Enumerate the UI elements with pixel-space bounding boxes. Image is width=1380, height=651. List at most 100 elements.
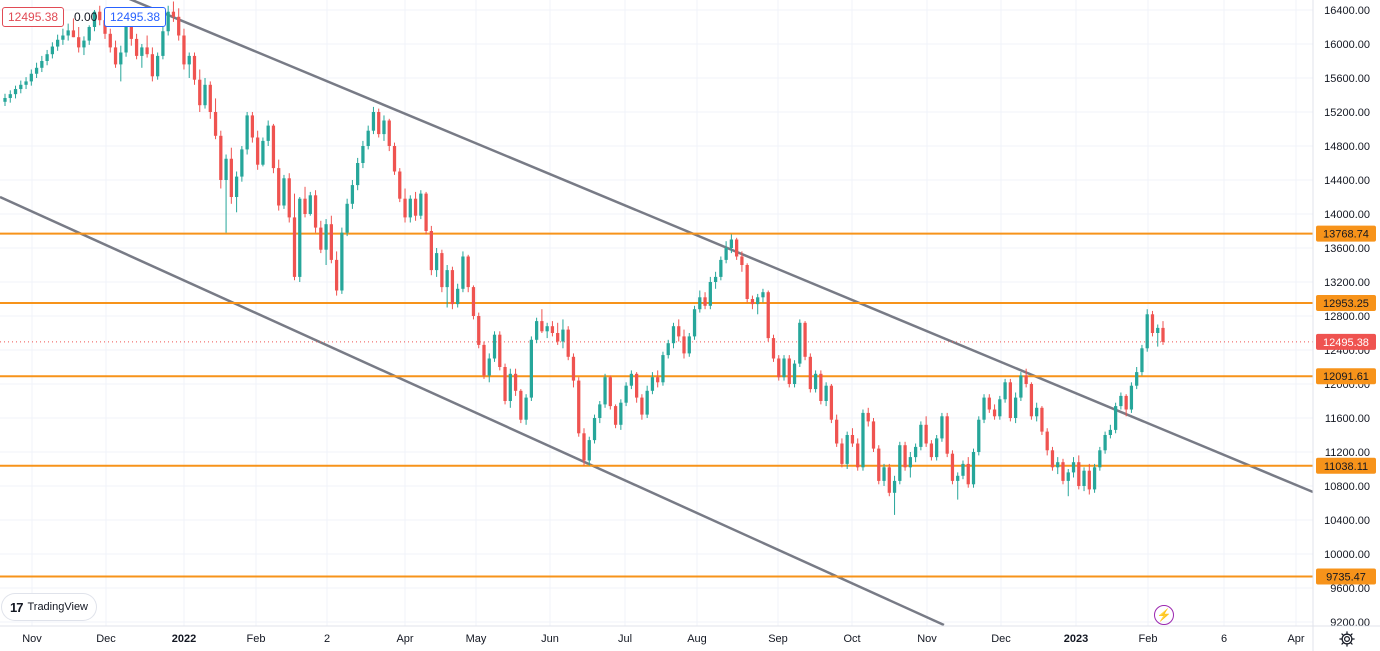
candle: [1045, 428, 1049, 456]
candle: [1145, 309, 1149, 352]
candle-body: [771, 338, 776, 359]
candle-body: [1156, 327, 1160, 333]
price-axis[interactable]: 9200.00 9600.00 10000.00 10400.00 10800.00 11…: [1312, 0, 1376, 651]
candle-body: [735, 239, 739, 257]
candle-body: [313, 195, 318, 228]
candle: [156, 52, 160, 80]
candle: [666, 339, 670, 359]
candle: [382, 115, 386, 141]
candle-body: [613, 406, 618, 425]
candle-body: [750, 299, 755, 305]
candle-body: [98, 11, 102, 21]
channel-lower-line[interactable]: [0, 195, 945, 627]
candle: [987, 394, 991, 413]
candle-body: [282, 178, 286, 206]
candle-body: [3, 97, 7, 102]
trend-channel: [0, 0, 1314, 627]
channel-upper-line[interactable]: [0, 0, 1314, 494]
candle: [61, 28, 65, 45]
gear-icon[interactable]: [1338, 630, 1356, 648]
candle: [719, 256, 723, 281]
candle: [950, 450, 955, 485]
candle: [329, 215, 333, 264]
candle-body: [1140, 348, 1144, 373]
candle-body: [624, 385, 628, 403]
level-price-label: 11038.11: [1324, 461, 1368, 473]
candle-body: [629, 373, 634, 386]
candle: [735, 237, 739, 260]
candle-body: [534, 321, 539, 340]
candle-body: [1056, 462, 1060, 468]
candle-body: [640, 397, 644, 415]
candle-body: [682, 336, 686, 354]
candle: [798, 319, 802, 367]
candle-body: [508, 373, 512, 401]
candle: [787, 355, 791, 388]
level-price-tag: [1316, 368, 1376, 385]
candle-body: [582, 433, 586, 461]
candle-body: [403, 198, 407, 218]
candle: [1040, 406, 1044, 435]
candle-body: [292, 217, 297, 277]
candle-body: [1087, 470, 1091, 490]
candle: [229, 147, 233, 204]
candle: [361, 140, 365, 169]
candle-body: [813, 373, 818, 390]
candle: [392, 142, 397, 175]
candle-body: [1092, 467, 1097, 490]
candles: [3, 1, 1165, 515]
candle: [803, 321, 807, 361]
candle-body: [303, 198, 307, 214]
candle: [1035, 402, 1039, 422]
candle-body: [708, 282, 712, 306]
candle: [592, 414, 597, 444]
candle-body: [308, 195, 312, 214]
candle-body: [1135, 372, 1139, 386]
candle: [440, 249, 444, 293]
tradingview-logo[interactable]: 17 TradingView: [2, 594, 97, 620]
candle: [313, 190, 318, 233]
candle: [34, 62, 39, 78]
candle-body: [1045, 431, 1049, 451]
candle: [1003, 378, 1007, 403]
candle: [845, 431, 849, 469]
candle-body: [34, 67, 39, 74]
candle-body: [545, 326, 549, 332]
level-price-label: 9735.47: [1326, 571, 1366, 583]
candle-body: [456, 288, 460, 305]
candle-body: [1019, 375, 1023, 398]
candle-body: [892, 480, 897, 493]
candle-body: [819, 373, 823, 401]
candle-body: [1024, 375, 1028, 384]
candle-body: [219, 135, 223, 180]
candle: [345, 198, 349, 237]
candle: [445, 265, 449, 308]
candle: [477, 312, 481, 349]
lightning-icon[interactable]: ⚡: [1154, 605, 1174, 625]
candle: [398, 168, 402, 203]
candle: [487, 353, 491, 383]
candle-body: [245, 115, 249, 150]
candle-body: [345, 203, 349, 233]
time-axis[interactable]: Nov Dec 2022 Feb 2 Apr May Jun Jul Aug Sep Oct Nov De…: [0, 625, 1380, 645]
level-price-tag: [1316, 568, 1376, 585]
candle: [250, 112, 255, 143]
candle-body: [966, 463, 970, 485]
candle-body: [113, 47, 118, 65]
candle: [887, 463, 891, 497]
time-tick-label: Apr: [396, 633, 413, 645]
candle: [671, 322, 676, 349]
candle-body: [1161, 327, 1165, 342]
price-tick-label: 15600.00: [1324, 73, 1370, 85]
candle: [635, 372, 639, 403]
candle: [598, 401, 602, 424]
price-tick-label: 10800.00: [1324, 481, 1370, 493]
last-price-label: 12495.38: [1323, 337, 1369, 349]
candle: [466, 254, 470, 293]
candle: [850, 428, 855, 447]
candle: [971, 448, 976, 488]
candle: [740, 251, 744, 272]
candle-body: [134, 38, 139, 56]
candle: [182, 28, 186, 70]
